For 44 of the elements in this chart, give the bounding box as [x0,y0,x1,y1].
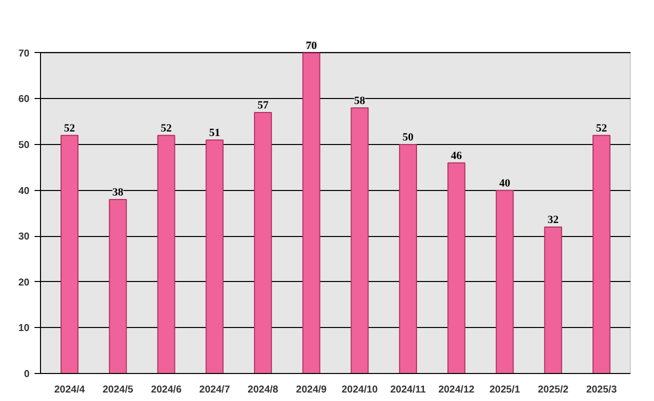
data-label: 52 [596,122,608,134]
y-tick-label: 50 [18,140,30,152]
bar [544,226,562,374]
x-tick-label: 2025/3 [586,384,618,396]
y-tick-label: 20 [18,277,30,288]
data-label: 58 [354,94,366,107]
bar [592,134,610,374]
x-tick-label: 2025/1 [489,384,520,396]
bar [157,134,176,374]
data-label: 52 [160,122,172,134]
bar [350,107,369,374]
data-label: 57 [257,99,269,112]
y-tick-label: 70 [18,48,30,60]
x-tick-label: 2024/7 [199,384,230,396]
data-label: 50 [402,132,414,144]
bar [254,112,272,374]
x-tick-label: 2024/12 [438,384,475,396]
bar [60,134,78,374]
data-label: 51 [209,126,220,139]
bar [108,198,127,374]
data-label: 52 [64,122,76,134]
bar [447,162,466,374]
y-tick-label: 0 [24,369,30,380]
y-tick-label: 60 [18,94,30,106]
bar [302,52,320,374]
x-tick-label: 2024/10 [342,384,378,396]
bar [206,139,224,374]
x-tick-label: 2024/6 [150,384,182,396]
data-label: 70 [306,40,318,52]
bar [496,190,514,374]
x-tick-label: 2024/4 [54,384,86,396]
bar [399,144,418,374]
data-label: 46 [450,150,462,162]
x-tick-label: 2024/5 [102,384,134,396]
x-tick-label: 2024/11 [390,384,426,396]
x-tick-label: 2024/8 [248,384,279,396]
y-tick-label: 30 [18,232,30,243]
y-tick-label: 10 [18,323,30,334]
data-label: 38 [112,186,124,198]
y-tick-label: 40 [18,186,30,197]
data-label: 32 [548,214,560,226]
x-tick-label: 2025/2 [538,384,569,396]
data-label: 40 [499,177,511,190]
x-tick-label: 2024/9 [296,384,328,396]
